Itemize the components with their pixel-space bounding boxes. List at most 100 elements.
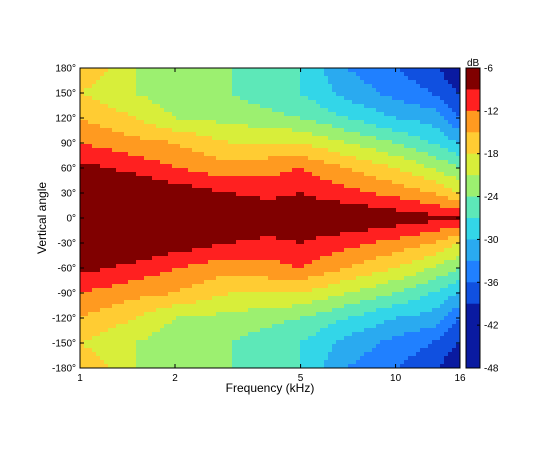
heatmap-cell xyxy=(404,136,409,141)
heatmap-cell xyxy=(324,84,329,89)
heatmap-cell xyxy=(424,132,429,137)
heatmap-cell xyxy=(432,272,437,277)
heatmap-cell xyxy=(296,196,301,201)
heatmap-cell xyxy=(168,196,173,201)
heatmap-cell xyxy=(172,168,177,173)
heatmap-cell xyxy=(216,144,221,149)
heatmap-cell xyxy=(164,272,169,277)
heatmap-cell xyxy=(252,200,257,205)
heatmap-cell xyxy=(144,196,149,201)
heatmap-cell xyxy=(244,184,249,189)
heatmap-cell xyxy=(308,272,313,277)
heatmap-cell xyxy=(364,188,369,193)
heatmap-cell xyxy=(272,168,277,173)
heatmap-cell xyxy=(152,80,157,85)
heatmap-cell xyxy=(364,92,369,97)
heatmap-cell xyxy=(264,136,269,141)
heatmap-cell xyxy=(220,268,225,273)
heatmap-cell xyxy=(92,164,97,169)
heatmap-cell xyxy=(140,68,145,73)
heatmap-cell xyxy=(148,132,153,137)
heatmap-cell xyxy=(260,272,265,277)
heatmap-cell xyxy=(300,136,305,141)
heatmap-cell xyxy=(100,116,105,121)
heatmap-cell xyxy=(292,184,297,189)
heatmap-cell xyxy=(416,120,421,125)
heatmap-cell xyxy=(372,180,377,185)
heatmap-cell xyxy=(236,112,241,117)
heatmap-cell xyxy=(384,84,389,89)
heatmap-cell xyxy=(316,236,321,241)
heatmap-cell xyxy=(236,144,241,149)
heatmap-cell xyxy=(196,100,201,105)
heatmap-cell xyxy=(296,84,301,89)
heatmap-cell xyxy=(128,96,133,101)
heatmap-cell xyxy=(192,156,197,161)
heatmap-cell xyxy=(136,92,141,97)
heatmap-cell xyxy=(184,168,189,173)
heatmap-cell xyxy=(300,232,305,237)
heatmap-cell xyxy=(348,140,353,145)
heatmap-cell xyxy=(152,108,157,113)
heatmap-cell xyxy=(332,192,337,197)
heatmap-cell xyxy=(364,80,369,85)
heatmap-cell xyxy=(328,244,333,249)
heatmap-cell xyxy=(304,196,309,201)
heatmap-cell xyxy=(376,240,381,245)
heatmap-cell xyxy=(360,180,365,185)
heatmap-cell xyxy=(168,200,173,205)
heatmap-cell xyxy=(376,128,381,133)
heatmap-cell xyxy=(428,156,433,161)
heatmap-cell xyxy=(88,268,93,273)
heatmap-cell xyxy=(424,180,429,185)
heatmap-cell xyxy=(128,100,133,105)
heatmap-cell xyxy=(120,80,125,85)
heatmap-cell xyxy=(440,232,445,237)
heatmap-cell xyxy=(140,180,145,185)
heatmap-cell xyxy=(292,152,297,157)
heatmap-cell xyxy=(232,244,237,249)
heatmap-cell xyxy=(444,248,449,253)
heatmap-cell xyxy=(136,224,141,229)
heatmap-cell xyxy=(280,248,285,253)
heatmap-cell xyxy=(376,236,381,241)
heatmap-cell xyxy=(208,236,213,241)
heatmap-cell xyxy=(124,164,129,169)
heatmap-cell xyxy=(80,232,85,237)
heatmap-cell xyxy=(444,132,449,137)
heatmap-cell xyxy=(124,212,129,217)
heatmap-cell xyxy=(384,188,389,193)
heatmap-cell xyxy=(412,140,417,145)
heatmap-cell xyxy=(436,248,441,253)
heatmap-cell xyxy=(384,100,389,105)
heatmap-cell xyxy=(388,184,393,189)
heatmap-cell xyxy=(424,116,429,121)
heatmap-cell xyxy=(416,68,421,73)
heatmap-cell xyxy=(196,96,201,101)
heatmap-cell xyxy=(372,132,377,137)
heatmap-cell xyxy=(248,116,253,121)
heatmap-cell xyxy=(444,140,449,145)
heatmap-cell xyxy=(160,272,165,277)
heatmap-cell xyxy=(212,212,217,217)
heatmap-cell xyxy=(152,100,157,105)
heatmap-cell xyxy=(428,260,433,265)
heatmap-cell xyxy=(156,196,161,201)
heatmap-cell xyxy=(156,108,161,113)
heatmap-cell xyxy=(432,80,437,85)
heatmap-cell xyxy=(204,128,209,133)
heatmap-cell xyxy=(100,84,105,89)
heatmap-cell xyxy=(232,264,237,269)
heatmap-cell xyxy=(84,104,89,109)
heatmap-cell xyxy=(416,76,421,81)
heatmap-cell xyxy=(128,160,133,165)
heatmap-cell xyxy=(448,124,453,129)
heatmap-cell xyxy=(404,248,409,253)
heatmap-cell xyxy=(360,272,365,277)
heatmap-cell xyxy=(152,128,157,133)
heatmap-cell xyxy=(416,196,421,201)
heatmap-cell xyxy=(84,172,89,177)
heatmap-cell xyxy=(128,172,133,177)
heatmap-cell xyxy=(96,156,101,161)
heatmap-cell xyxy=(144,140,149,145)
